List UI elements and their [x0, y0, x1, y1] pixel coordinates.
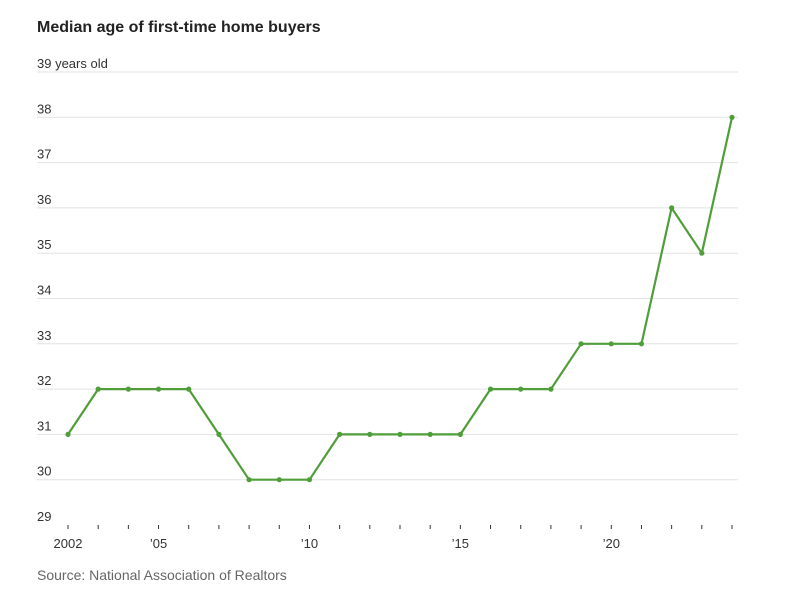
- data-point: [699, 250, 705, 256]
- y-tick-label: 30: [37, 464, 51, 479]
- y-tick-label: 39 years old: [37, 56, 108, 71]
- x-tick-label: ’10: [301, 536, 318, 551]
- data-point: [125, 386, 131, 392]
- y-tick-label: 38: [37, 101, 51, 116]
- data-point: [548, 386, 554, 392]
- y-tick-label: 31: [37, 418, 51, 433]
- data-point: [65, 431, 71, 437]
- data-point: [276, 477, 282, 483]
- gridlines: [37, 71, 738, 481]
- data-point: [669, 205, 675, 211]
- data-point: [518, 386, 524, 392]
- y-tick-label: 33: [37, 328, 51, 343]
- y-tick-label: 35: [37, 237, 51, 252]
- data-point: [155, 386, 162, 392]
- data-point: [246, 477, 252, 483]
- data-point: [608, 341, 614, 347]
- x-tick-label: 2002: [54, 536, 83, 551]
- data-point: [729, 114, 735, 120]
- data-point: [367, 431, 373, 437]
- data-point: [337, 431, 343, 437]
- data-point: [306, 477, 313, 483]
- chart-title: Median age of first-time home buyers: [37, 19, 321, 36]
- data-point: [397, 431, 403, 437]
- data-point: [638, 341, 645, 347]
- y-axis-labels: 39 years old 38 37 36 35 34 33 32 31 30 29: [37, 56, 108, 524]
- y-tick-label: 36: [37, 192, 51, 207]
- x-axis: 2002 ’05 ’10 ’15 ’20: [54, 525, 733, 551]
- data-point: [95, 386, 101, 392]
- line-chart: 39 years old 38 37 36 35 34 33 32 31 30 29 2002 ’05…: [37, 56, 738, 551]
- data-point: [578, 341, 584, 347]
- y-tick-label: 29: [37, 509, 51, 524]
- data-point: [457, 431, 463, 437]
- y-tick-label: 34: [37, 283, 51, 298]
- data-series: [65, 114, 735, 483]
- x-tick-label: ’05: [150, 536, 167, 551]
- data-point: [427, 431, 433, 437]
- y-tick-label: 32: [37, 373, 51, 388]
- data-point: [186, 386, 192, 392]
- data-point: [487, 386, 494, 392]
- source-note: Source: National Association of Realtors: [37, 567, 287, 583]
- x-tick-label: ’20: [603, 536, 620, 551]
- y-tick-label: 37: [37, 147, 51, 162]
- data-point: [216, 431, 222, 437]
- x-tick-label: ’15: [452, 536, 469, 551]
